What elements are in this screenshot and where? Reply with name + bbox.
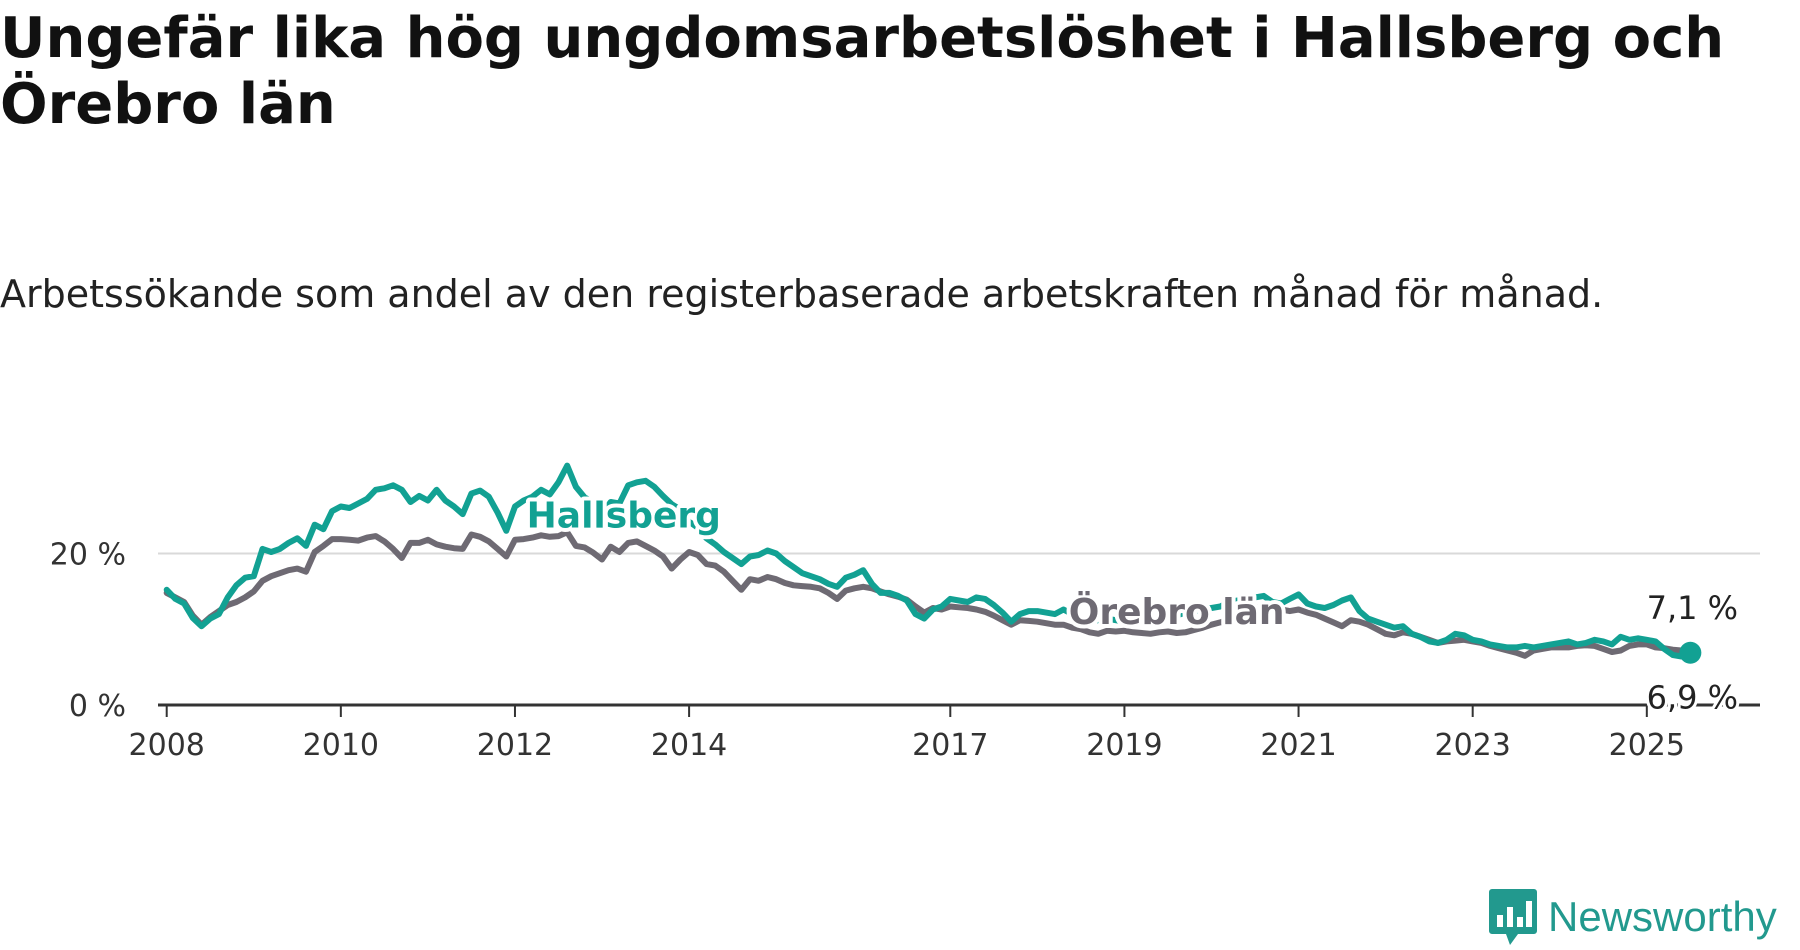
brand-name: Newsworthy [1548,893,1777,940]
end-value-label: 6,9 % [1647,679,1738,717]
x-tick-label: 2023 [1435,728,1511,763]
series-layer [163,462,1702,664]
x-tick-label: 2021 [1260,728,1336,763]
series-label-orebro-lan: Örebro län [1069,591,1285,633]
series-label-hallsberg: Hallsberg [527,496,721,537]
newsworthy-logo-icon [1489,889,1537,945]
label-layer: Hallsberg Örebro län 7,1 % 6,9 % [523,492,1741,720]
x-tick-label: 2012 [477,728,553,763]
series-line-hallsberg [163,462,1694,660]
end-value-label: 7,1 % [1647,589,1738,627]
x-tick-label: 2019 [1086,728,1162,763]
y-axis: 0 % 20 % [50,537,126,724]
chart-subtitle: Arbetssökande som andel av den registerb… [0,272,1604,316]
y-tick-label: 20 % [50,537,126,572]
x-tick-label: 2010 [303,728,379,763]
end-marker-point [1679,641,1702,664]
brand-logo: Newsworthy [1488,884,1777,950]
x-tick-label: 2017 [912,728,988,763]
x-tick-label: 2025 [1609,728,1685,763]
x-axis: 2008 2010 2012 2014 2017 2019 2021 2023 2025 [129,703,1760,763]
y-tick-label: 0 % [69,689,126,724]
x-tick-label: 2008 [129,728,205,763]
chart-title: Ungefär lika hög ungdomsarbetslöshet i H… [0,6,1725,137]
x-tick-label: 2014 [651,728,727,763]
